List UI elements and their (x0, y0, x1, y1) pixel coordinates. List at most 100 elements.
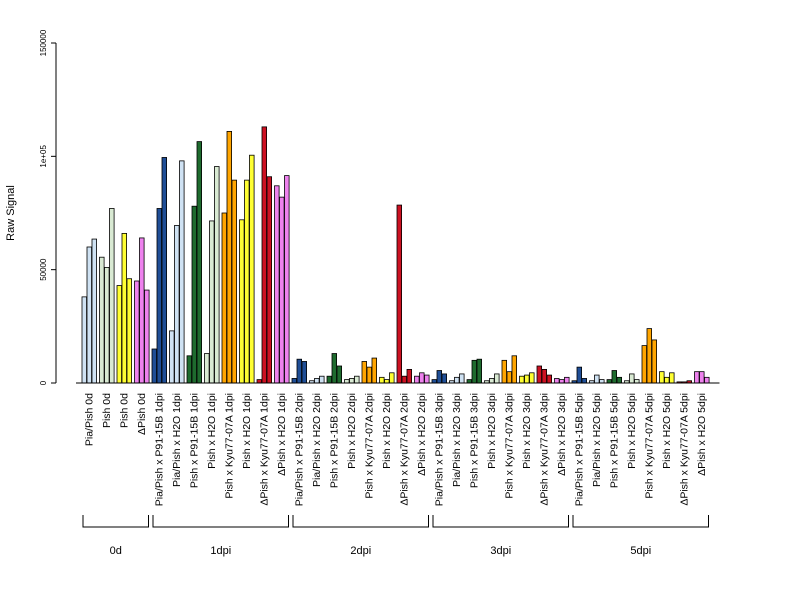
y-axis: 0 50000 1e+05 150000 (39, 29, 57, 385)
x-tick-label: Pia/Pish x P91-15B 3dpi (434, 393, 446, 506)
bar (441, 373, 447, 384)
bar (536, 365, 542, 384)
x-tick-label: Pish x P91-15B 2dpi (329, 393, 341, 488)
x-tick-label: Pish x H2O 3dpi (486, 393, 498, 469)
bar (336, 365, 342, 384)
bar (379, 376, 385, 384)
x-tick-label: Pia/Pish x H2O 1dpi (171, 393, 183, 487)
x-tick-label: ΔPish x H2O 5dpi (696, 393, 708, 476)
x-tick-label: Pish x H2O 1dpi (206, 393, 218, 469)
bar (179, 160, 185, 384)
bar (396, 204, 402, 384)
bar (196, 141, 202, 384)
x-tick-label: Pish x H2O 5dpi (661, 393, 673, 469)
bar (331, 353, 337, 384)
x-tick-label: Pia/Pish x P91-15B 1dpi (154, 393, 166, 506)
bar (86, 246, 92, 384)
bar (641, 345, 647, 384)
bar (694, 371, 700, 384)
bar (291, 378, 297, 384)
bar (414, 375, 420, 384)
bar (594, 374, 600, 384)
bar (144, 289, 150, 384)
bar (174, 225, 180, 384)
x-tick-label: ΔPish x Kyu77-07A 3dpi (539, 393, 551, 506)
bar (431, 379, 437, 384)
bar (366, 366, 372, 384)
y-tick-label: 150000 (39, 29, 48, 56)
timepoint-bracket: 5dpi (572, 515, 709, 557)
x-tick-label: ΔPish x H2O 3dpi (556, 393, 568, 476)
bar (326, 375, 332, 384)
x-tick-label: Pish 0d (119, 393, 131, 428)
bar (529, 372, 535, 384)
bar (489, 378, 495, 384)
bar (371, 357, 377, 384)
bar (436, 370, 442, 384)
bar (221, 212, 227, 384)
bar (599, 379, 605, 384)
x-tick-label: Pish x H2O 2dpi (346, 393, 358, 469)
timepoint-label: 0d (110, 545, 122, 557)
bar (99, 256, 105, 384)
bar (501, 359, 507, 384)
bar (389, 372, 395, 384)
timepoint-brackets: 0d 1dpi 2dpi 3dpi 5dpi (82, 515, 709, 557)
x-tick-label: Pish x H2O 5dpi (626, 393, 638, 469)
x-tick-label: Pia/Pish x H2O 2dpi (311, 393, 323, 487)
bar (606, 379, 612, 384)
bar (126, 278, 132, 384)
bar (314, 378, 320, 384)
x-tick-label: Pish x Kyu77-07A 1dpi (224, 393, 236, 499)
x-tick-label: Pish x Kyu77-07A 5dpi (644, 393, 656, 499)
timepoint-bracket: 1dpi (152, 515, 289, 557)
y-axis-label: Raw Signal (5, 185, 17, 241)
bar (156, 208, 162, 384)
x-tick-label: Pish 0d (101, 393, 113, 428)
bar (209, 220, 215, 384)
bar (226, 130, 232, 384)
bar (279, 196, 285, 384)
bar (466, 379, 472, 384)
bar (494, 373, 500, 384)
bar (284, 175, 290, 384)
x-tick-label: Pia/Pish x P91-15B 5dpi (574, 393, 586, 506)
bar (554, 378, 560, 384)
timepoint-bracket: 3dpi (432, 515, 569, 557)
bar (546, 374, 552, 384)
bar (651, 339, 657, 384)
bar (266, 176, 272, 384)
bar (344, 379, 350, 384)
bar (104, 266, 110, 384)
x-tick-label: ΔPish x Kyu77-07A 2dpi (399, 393, 411, 506)
x-tick-label: Pish x P91-15B 1dpi (189, 393, 201, 488)
bar (191, 205, 197, 384)
bar (274, 185, 280, 384)
bar (139, 237, 145, 384)
x-tick-label: Pish x P91-15B 3dpi (469, 393, 481, 488)
timepoint-bracket: 2dpi (292, 515, 429, 557)
bar (564, 376, 570, 384)
y-tick-label: 1e+05 (39, 145, 48, 168)
bar (161, 157, 167, 384)
timepoint-bracket: 0d (82, 515, 149, 557)
bar (506, 371, 512, 384)
bar (471, 359, 477, 384)
bar (611, 370, 617, 384)
bar (659, 371, 665, 384)
x-tick-label: Pish x H2O 3dpi (521, 393, 533, 469)
bar (616, 376, 622, 384)
x-tick-label: ΔPish x Kyu77-07A 5dpi (679, 393, 691, 506)
bar (524, 374, 530, 384)
y-tick-label: 0 (39, 380, 48, 385)
bar (91, 238, 97, 384)
bar (214, 166, 220, 384)
bar (646, 328, 652, 384)
bar (301, 361, 307, 384)
x-tick-label: Pia/Pish x H2O 5dpi (591, 393, 603, 487)
bar (401, 375, 407, 384)
x-tick-label: Pish x Kyu77-07A 2dpi (364, 393, 376, 499)
x-tick-label: Pish x P91-15B 5dpi (609, 393, 621, 488)
bar (511, 355, 517, 384)
bar (699, 371, 705, 384)
